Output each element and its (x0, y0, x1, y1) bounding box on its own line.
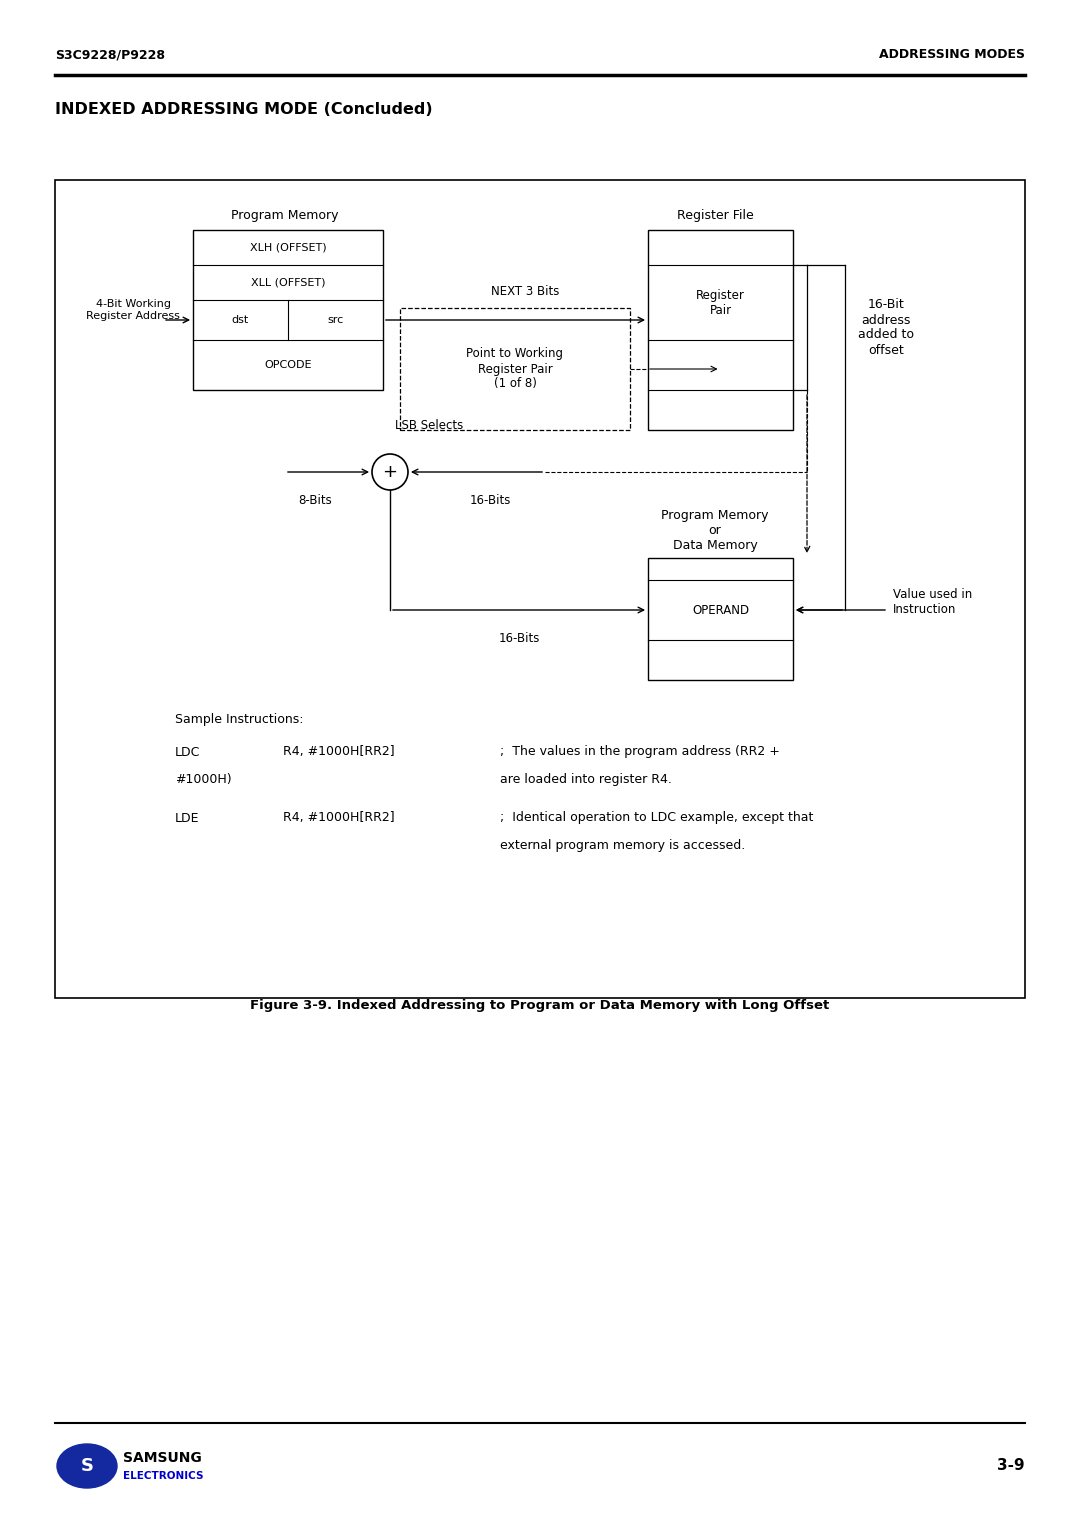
Text: ;  The values in the program address (RR2 +: ; The values in the program address (RR2… (500, 746, 780, 758)
Text: 3-9: 3-9 (997, 1459, 1025, 1473)
Text: 4-Bit Working
Register Address: 4-Bit Working Register Address (86, 299, 180, 321)
Text: XLL (OFFSET): XLL (OFFSET) (251, 278, 325, 287)
Text: 16-Bits: 16-Bits (498, 633, 540, 645)
Text: external program memory is accessed.: external program memory is accessed. (500, 839, 745, 853)
Text: Register
Pair: Register Pair (697, 289, 745, 316)
Text: are loaded into register R4.: are loaded into register R4. (500, 773, 672, 787)
Bar (648, 231, 793, 429)
Text: LDC: LDC (175, 746, 201, 758)
Text: +: + (382, 463, 397, 481)
Text: #1000H): #1000H) (175, 773, 231, 787)
Bar (193, 231, 383, 390)
Text: Sample Instructions:: Sample Instructions: (175, 714, 303, 726)
Text: NEXT 3 Bits: NEXT 3 Bits (491, 286, 559, 298)
Text: ADDRESSING MODES: ADDRESSING MODES (879, 49, 1025, 61)
Bar (55, 180, 1025, 998)
Text: S3C9228/P9228: S3C9228/P9228 (55, 49, 165, 61)
Text: 8-Bits: 8-Bits (298, 494, 332, 507)
Text: Program Memory
or
Data Memory: Program Memory or Data Memory (661, 509, 769, 552)
Text: 16-Bit
address
added to
offset: 16-Bit address added to offset (858, 298, 914, 356)
Bar (648, 558, 793, 680)
Ellipse shape (57, 1444, 117, 1488)
Text: INDEXED ADDRESSING MODE (Concluded): INDEXED ADDRESSING MODE (Concluded) (55, 102, 433, 118)
Text: Point to Working
Register Pair
(1 of 8): Point to Working Register Pair (1 of 8) (467, 347, 564, 391)
Text: ELECTRONICS: ELECTRONICS (123, 1471, 203, 1481)
Text: R4, #1000H[RR2]: R4, #1000H[RR2] (283, 746, 394, 758)
Text: dst: dst (232, 315, 249, 325)
Text: Value used in
Instruction: Value used in Instruction (893, 588, 972, 616)
Text: src: src (327, 315, 343, 325)
Text: LDE: LDE (175, 811, 200, 825)
Text: Figure 3-9. Indexed Addressing to Program or Data Memory with Long Offset: Figure 3-9. Indexed Addressing to Progra… (251, 998, 829, 1012)
Text: SAMSUNG: SAMSUNG (123, 1452, 202, 1465)
Text: Program Memory: Program Memory (231, 208, 339, 222)
Bar (400, 309, 630, 429)
Text: Register File: Register File (677, 208, 754, 222)
Text: XLH (OFFSET): XLH (OFFSET) (249, 243, 326, 252)
Text: LSB Selects: LSB Selects (395, 419, 463, 432)
Text: ;  Identical operation to LDC example, except that: ; Identical operation to LDC example, ex… (500, 811, 813, 825)
Text: S: S (81, 1458, 94, 1475)
Text: OPCODE: OPCODE (265, 361, 312, 370)
Text: OPERAND: OPERAND (692, 604, 750, 616)
Text: 16-Bits: 16-Bits (470, 494, 511, 507)
Text: R4, #1000H[RR2]: R4, #1000H[RR2] (283, 811, 394, 825)
